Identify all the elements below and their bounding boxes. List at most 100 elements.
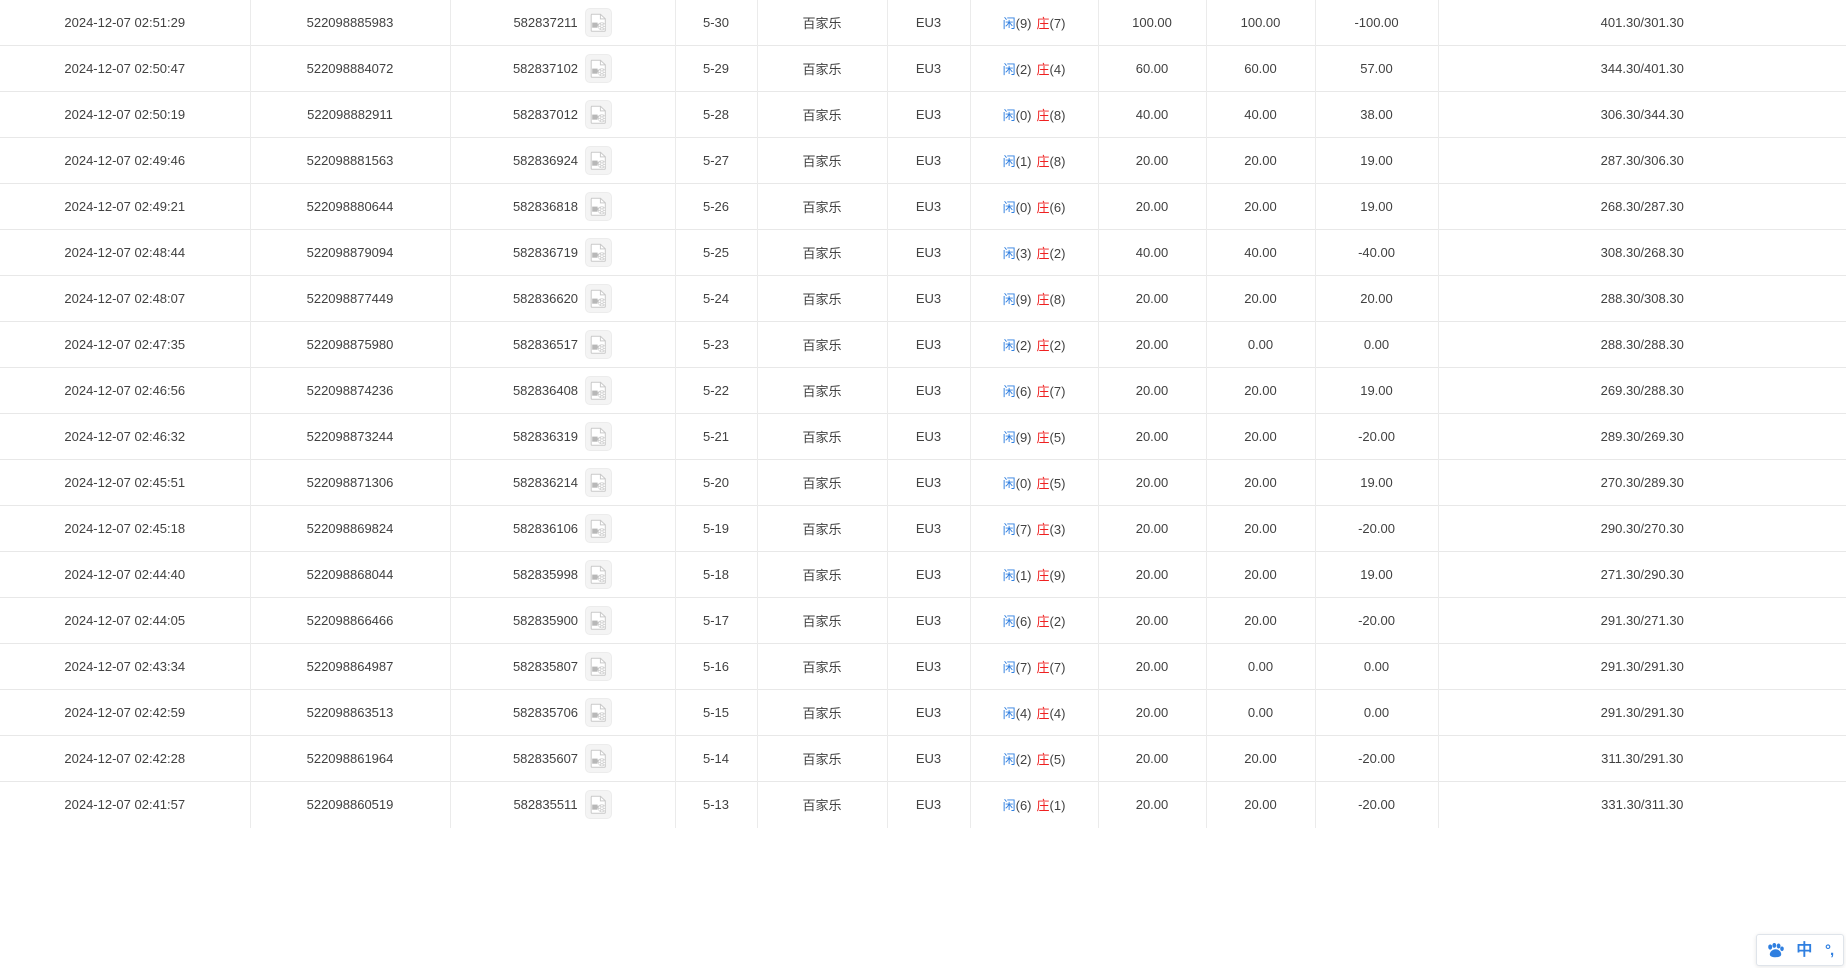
video-replay-icon[interactable] <box>585 100 613 129</box>
cell-order-id: 522098880644 <box>250 183 451 230</box>
cell-round: 582836818 <box>450 183 676 230</box>
table-row[interactable]: 2024-12-07 02:42:59 522098863513 582835706… <box>0 689 1846 736</box>
result-player-label: 闲 <box>1002 614 1016 629</box>
cell-order-id: 522098877449 <box>250 275 451 322</box>
video-replay-icon[interactable] <box>585 606 613 635</box>
video-replay-icon[interactable] <box>584 8 612 37</box>
cell-bet-amount: 20.00 <box>1098 597 1207 644</box>
result-player-label: 闲 <box>1002 384 1016 399</box>
result-banker-value: (7) <box>1049 16 1066 31</box>
video-replay-icon[interactable] <box>585 192 613 221</box>
result-player-label: 闲 <box>1002 338 1016 353</box>
video-replay-icon[interactable] <box>585 468 613 497</box>
video-replay-icon[interactable] <box>585 698 613 727</box>
cell-balance: 291.30/291.30 <box>1438 689 1846 736</box>
cell-table-number: 5-30 <box>675 0 758 46</box>
table-row[interactable]: 2024-12-07 02:44:05 522098866466 582835900… <box>0 597 1846 644</box>
result-player-label: 闲 <box>1002 752 1016 767</box>
cell-result: 闲(7) 庄(7) <box>970 643 1099 690</box>
cell-platform: EU3 <box>887 689 971 736</box>
cell-order-id: 522098879094 <box>250 229 451 276</box>
cell-game-name: 百家乐 <box>757 735 888 782</box>
video-replay-icon[interactable] <box>584 790 612 820</box>
cell-order-id: 522098864987 <box>250 643 451 690</box>
cell-time: 2024-12-07 02:42:59 <box>0 689 251 736</box>
cell-result: 闲(1) 庄(9) <box>970 551 1099 598</box>
video-replay-icon[interactable] <box>585 422 613 451</box>
video-replay-icon[interactable] <box>585 744 613 773</box>
table-row[interactable]: 2024-12-07 02:49:46 522098881563 582836924… <box>0 137 1846 184</box>
cell-valid-bet: 40.00 <box>1206 91 1316 138</box>
table-row[interactable]: 2024-12-07 02:45:18 522098869824 582836106… <box>0 505 1846 552</box>
video-replay-icon[interactable] <box>585 376 613 405</box>
cell-bet-amount: 20.00 <box>1098 137 1207 184</box>
result-banker-label: 庄 <box>1036 614 1050 629</box>
ime-punctuation-toggle[interactable]: °, <box>1825 941 1834 959</box>
cell-time: 2024-12-07 02:48:07 <box>0 275 251 322</box>
result-player-value: (0) <box>1015 476 1032 491</box>
cell-game-name: 百家乐 <box>757 597 888 644</box>
cell-order-id: 522098874236 <box>250 367 451 414</box>
table-row[interactable]: 2024-12-07 02:46:32 522098873244 582836319… <box>0 413 1846 460</box>
cell-time: 2024-12-07 02:43:34 <box>0 643 251 690</box>
cell-game-name: 百家乐 <box>757 367 888 414</box>
table-row[interactable]: 2024-12-07 02:48:44 522098879094 582836719… <box>0 229 1846 276</box>
ime-language-mode-toggle[interactable]: 中 <box>1796 940 1813 959</box>
baidu-ime-toolbar[interactable]: 中 °, <box>1756 934 1844 966</box>
result-player-value: (2) <box>1015 338 1032 353</box>
round-number: 582836214 <box>512 475 579 490</box>
cell-balance: 344.30/401.30 <box>1438 45 1846 92</box>
round-number: 582836319 <box>512 429 579 444</box>
video-replay-icon[interactable] <box>585 54 613 83</box>
cell-platform: EU3 <box>887 735 971 782</box>
cell-bet-amount: 20.00 <box>1098 459 1207 506</box>
cell-valid-bet: 20.00 <box>1206 459 1316 506</box>
round-number: 582837012 <box>512 107 579 122</box>
cell-round: 582835998 <box>450 551 676 598</box>
video-replay-icon[interactable] <box>585 284 613 313</box>
cell-platform: EU3 <box>887 45 971 92</box>
result-banker-value: (8) <box>1049 108 1066 123</box>
cell-table-number: 5-27 <box>675 137 758 184</box>
cell-valid-bet: 40.00 <box>1206 229 1316 276</box>
table-row[interactable]: 2024-12-07 02:44:40 522098868044 582835998… <box>0 551 1846 598</box>
cell-win-loss: 19.00 <box>1315 183 1439 230</box>
video-replay-icon[interactable] <box>585 238 613 267</box>
video-replay-icon[interactable] <box>585 330 613 359</box>
table-row[interactable]: 2024-12-07 02:42:28 522098861964 582835607… <box>0 735 1846 782</box>
result-banker-value: (8) <box>1049 154 1066 169</box>
cell-game-name: 百家乐 <box>757 0 888 46</box>
result-banker-label: 庄 <box>1036 522 1050 537</box>
video-replay-icon[interactable] <box>585 514 613 543</box>
cell-round: 582835900 <box>450 597 676 644</box>
cell-result: 闲(0) 庄(6) <box>970 183 1099 230</box>
table-row[interactable]: 2024-12-07 02:45:51 522098871306 582836214… <box>0 459 1846 506</box>
round-number: 582836517 <box>512 337 579 352</box>
cell-win-loss: 20.00 <box>1315 275 1439 322</box>
cell-bet-amount: 60.00 <box>1098 45 1207 92</box>
video-replay-icon[interactable] <box>585 560 613 589</box>
table-row[interactable]: 2024-12-07 02:43:34 522098864987 582835807… <box>0 643 1846 690</box>
cell-valid-bet: 20.00 <box>1206 183 1316 230</box>
table-row[interactable]: 2024-12-07 02:47:35 522098875980 582836517… <box>0 321 1846 368</box>
table-row[interactable]: 2024-12-07 02:50:47 522098884072 582837102… <box>0 45 1846 92</box>
cell-table-number: 5-23 <box>675 321 758 368</box>
baidu-paw-icon[interactable] <box>1767 942 1784 958</box>
table-row[interactable]: 2024-12-07 02:41:57 522098860519 582835511… <box>0 781 1846 828</box>
table-row[interactable]: 2024-12-07 02:46:56 522098874236 582836408… <box>0 367 1846 414</box>
video-replay-icon[interactable] <box>585 652 613 681</box>
cell-bet-amount: 40.00 <box>1098 91 1207 138</box>
table-row[interactable]: 2024-12-07 02:49:21 522098880644 582836818… <box>0 183 1846 230</box>
cell-round: 582835807 <box>450 643 676 690</box>
video-replay-icon[interactable] <box>585 146 613 175</box>
cell-platform: EU3 <box>887 229 971 276</box>
table-row[interactable]: 2024-12-07 02:51:29 522098885983 582837211… <box>0 0 1846 46</box>
cell-round: 582836319 <box>450 413 676 460</box>
cell-table-number: 5-21 <box>675 413 758 460</box>
cell-game-name: 百家乐 <box>757 643 888 690</box>
cell-time: 2024-12-07 02:51:29 <box>0 0 251 46</box>
cell-table-number: 5-15 <box>675 689 758 736</box>
table-row[interactable]: 2024-12-07 02:50:19 522098882911 582837012… <box>0 91 1846 138</box>
table-row[interactable]: 2024-12-07 02:48:07 522098877449 582836620… <box>0 275 1846 322</box>
